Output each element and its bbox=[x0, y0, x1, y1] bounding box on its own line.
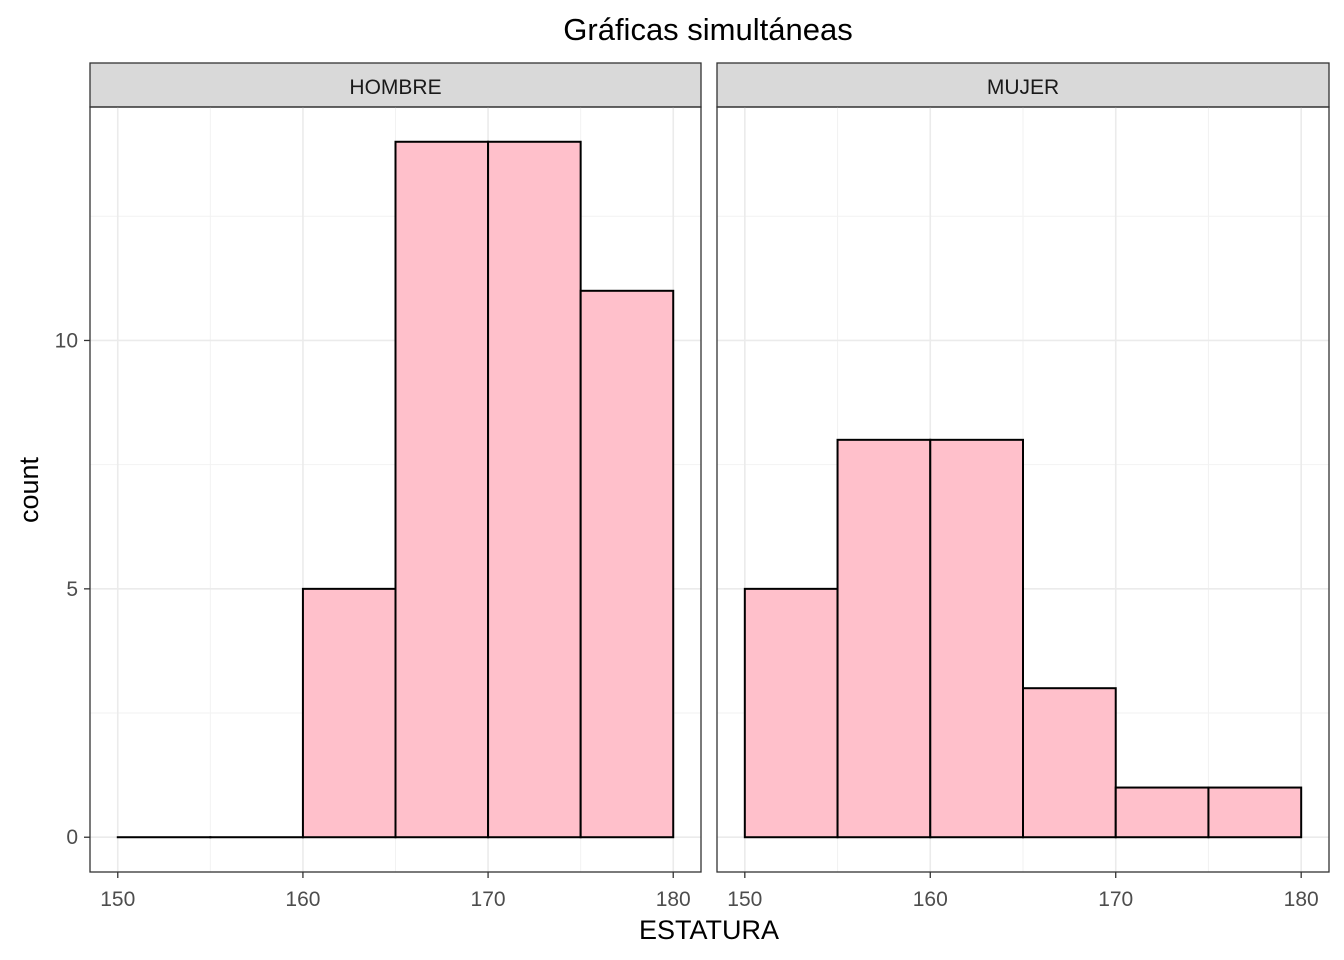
bar-hombre-3 bbox=[394, 140, 490, 839]
panel-border-mujer bbox=[716, 106, 1330, 873]
panel-mujer: MUJER 150 160 170 180 bbox=[716, 62, 1330, 911]
strip-hombre bbox=[89, 62, 702, 108]
bar-mujer-4 bbox=[1114, 786, 1210, 839]
bars-hombre bbox=[116, 140, 675, 839]
x-ticks-mujer: 150 160 170 180 bbox=[727, 872, 1319, 911]
x-tick-label: 160 bbox=[913, 888, 948, 911]
bar-hombre-2 bbox=[301, 587, 397, 839]
x-tick-label: 180 bbox=[656, 888, 691, 911]
strip-label-mujer: MUJER bbox=[987, 76, 1059, 99]
panel-hombre: HOMBRE 150 160 170 180 bbox=[89, 62, 702, 911]
x-tick-label: 170 bbox=[1098, 888, 1133, 911]
panel-border-hombre bbox=[89, 106, 702, 873]
chart-title: Gráficas simultáneas bbox=[563, 12, 852, 47]
y-axis-title: count bbox=[14, 456, 44, 523]
bar-mujer-5 bbox=[1207, 786, 1303, 839]
x-tick-label: 150 bbox=[100, 888, 135, 911]
x-tick-label: 150 bbox=[727, 888, 762, 911]
y-ticks: 0 5 10 bbox=[55, 329, 90, 849]
strip-mujer bbox=[716, 62, 1330, 108]
x-axis-title: ESTATURA bbox=[639, 915, 779, 945]
bar-mujer-0 bbox=[743, 587, 839, 839]
bar-hombre-5 bbox=[579, 289, 675, 839]
y-tick-label: 5 bbox=[66, 578, 78, 601]
y-tick-label: 10 bbox=[55, 329, 78, 352]
bar-mujer-3 bbox=[1022, 687, 1117, 839]
x-tick-label: 180 bbox=[1284, 888, 1319, 911]
strip-label-hombre: HOMBRE bbox=[349, 76, 441, 99]
x-tick-label: 160 bbox=[285, 888, 320, 911]
bar-mujer-1 bbox=[836, 438, 932, 839]
y-tick-label: 0 bbox=[66, 826, 78, 849]
bar-mujer-2 bbox=[929, 438, 1024, 839]
bars-mujer bbox=[743, 438, 1303, 839]
x-tick-label: 170 bbox=[471, 888, 506, 911]
x-ticks-hombre: 150 160 170 180 bbox=[100, 872, 691, 911]
bar-hombre-4 bbox=[487, 140, 582, 839]
